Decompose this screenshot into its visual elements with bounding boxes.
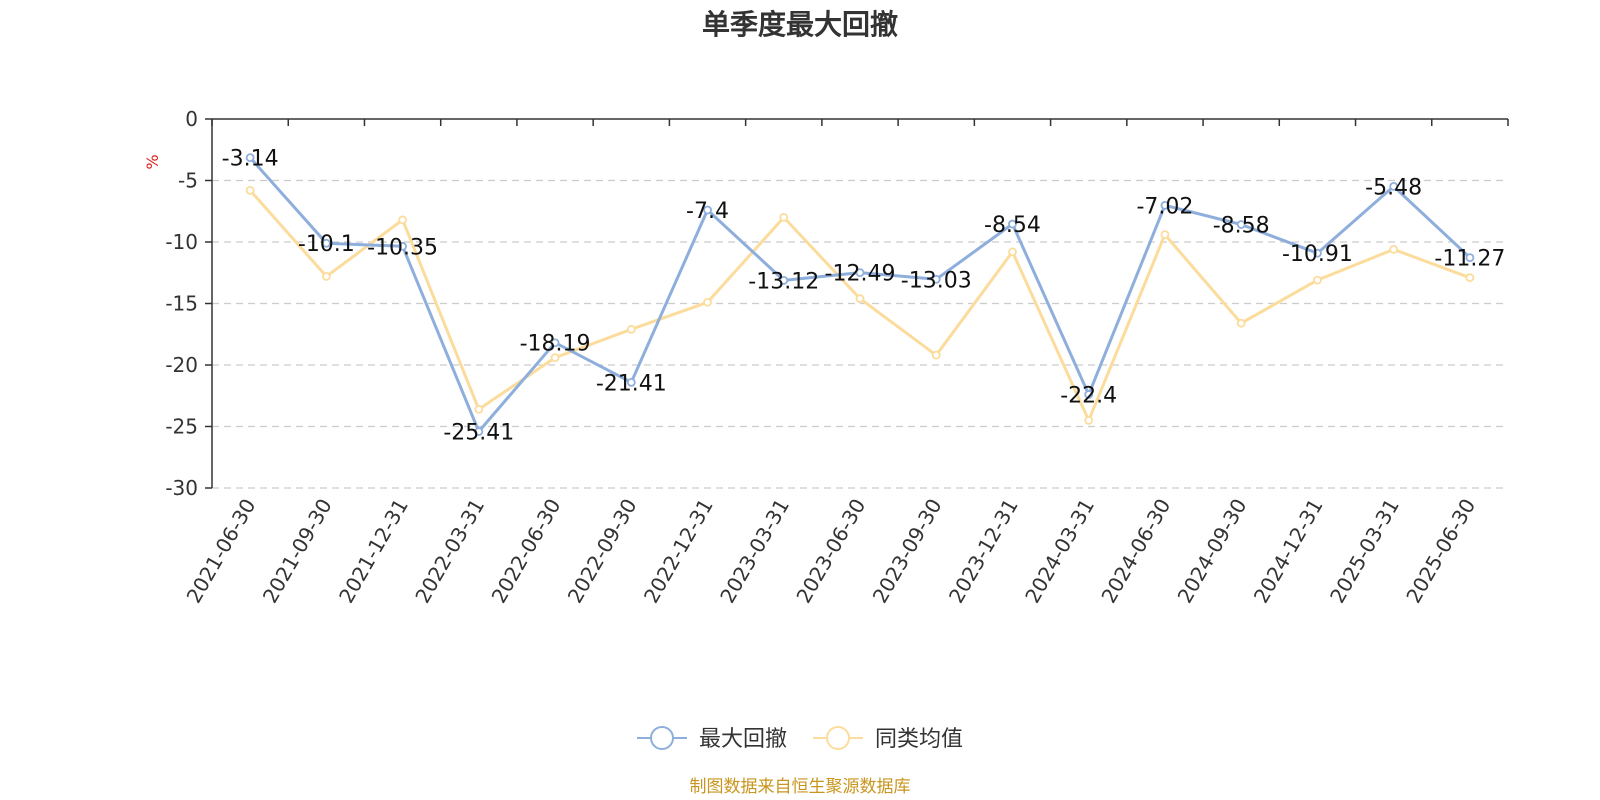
data-point[interactable] (1389, 244, 1399, 254)
x-tick-label: 2021-06-30 (182, 495, 261, 608)
x-tick-label: 2024-03-31 (1020, 495, 1099, 608)
x-tick-label: 2024-12-31 (1249, 495, 1328, 608)
legend-label: 最大回撤 (699, 727, 787, 752)
data-point[interactable] (1465, 273, 1475, 283)
data-point[interactable] (321, 238, 331, 248)
data-point[interactable] (1084, 415, 1094, 425)
data-label: -11.27 (1434, 247, 1505, 272)
data-point[interactable] (931, 350, 941, 360)
x-tick-label: 2022-12-31 (639, 495, 718, 608)
series-line-1 (248, 189, 1471, 422)
y-tick-label: -5 (178, 169, 198, 193)
legend[interactable]: 最大回撤 同类均值 (637, 726, 963, 752)
data-point[interactable] (1160, 230, 1170, 240)
data-point[interactable] (703, 205, 712, 215)
axes: 0-5-10-15-20-25-302021-06-302021-09-3020… (165, 107, 1509, 608)
legend-marker-icon (650, 726, 674, 750)
data-label: -10.1 (298, 232, 355, 257)
data-point[interactable] (855, 268, 865, 278)
data-label: -13.03 (901, 268, 972, 293)
x-tick-label: 2024-09-30 (1173, 495, 1252, 608)
data-point[interactable] (245, 185, 255, 195)
x-tick-label: 2024-06-30 (1096, 495, 1175, 608)
data-point[interactable] (398, 241, 407, 251)
data-label: -3.14 (222, 147, 279, 172)
data-point[interactable] (626, 324, 636, 334)
x-tick-label: 2022-06-30 (486, 495, 565, 608)
x-tick-label: 2023-12-31 (944, 495, 1023, 608)
data-point[interactable] (779, 275, 789, 285)
x-tick-label: 2023-03-31 (715, 495, 794, 608)
data-point[interactable] (626, 377, 636, 387)
data-point[interactable] (321, 272, 331, 281)
legend-item-1[interactable]: 同类均值 (813, 726, 963, 752)
data-point[interactable] (398, 215, 407, 225)
data-point[interactable] (703, 297, 712, 307)
data-label: -5.48 (1365, 175, 1422, 200)
source-note: 制图数据来自恒生聚源数据库 (690, 777, 911, 797)
data-point[interactable] (474, 427, 484, 436)
x-tick-label: 2025-03-31 (1325, 495, 1404, 608)
data-point[interactable] (1008, 247, 1017, 257)
data-label: -13.12 (748, 269, 819, 294)
data-point[interactable] (1389, 182, 1399, 191)
x-tick-label: 2025-06-30 (1401, 495, 1480, 608)
x-tick-label: 2022-03-31 (410, 495, 489, 608)
data-point[interactable] (1160, 200, 1170, 210)
legend-label: 同类均值 (875, 727, 963, 752)
data-label: -25.41 (443, 421, 514, 446)
y-tick-label: -25 (165, 415, 198, 439)
y-tick-label: -15 (165, 292, 198, 316)
data-label: -8.58 (1213, 214, 1270, 239)
legend-marker-icon (826, 726, 850, 750)
series-lines (245, 153, 1475, 436)
data-point[interactable] (1236, 220, 1246, 229)
data-point[interactable] (245, 153, 255, 163)
data-point[interactable] (1084, 390, 1094, 399)
x-tick-label: 2022-09-30 (563, 495, 642, 608)
y-tick-label: -20 (165, 353, 198, 377)
data-point[interactable] (474, 404, 484, 414)
data-point[interactable] (1465, 253, 1475, 263)
data-label: -10.91 (1282, 242, 1353, 267)
y-tick-label: -10 (165, 230, 198, 254)
data-label: -7.02 (1136, 194, 1193, 219)
data-label: -22.4 (1060, 384, 1117, 409)
data-point[interactable] (1236, 318, 1246, 328)
data-label: -21.41 (596, 371, 667, 396)
data-point[interactable] (1313, 248, 1322, 258)
x-tick-label: 2021-12-31 (334, 495, 413, 608)
data-label: -7.4 (686, 199, 729, 224)
data-point[interactable] (931, 274, 941, 284)
data-label: -10.35 (367, 235, 438, 260)
data-point[interactable] (855, 294, 865, 303)
chart-title: 单季度最大回撤 (702, 8, 898, 41)
data-point[interactable] (1008, 219, 1017, 229)
data-labels: -3.14 -10.1 -10.35 -25.41 -18.19-21.41 -7.4 -1… (222, 147, 1506, 446)
x-tick-label: 2023-06-30 (791, 495, 870, 608)
grid-lines (212, 179, 1508, 489)
y-tick-label: -30 (165, 476, 198, 500)
y-tick-label: 0 (185, 107, 198, 131)
data-label: -8.54 (984, 213, 1041, 238)
data-label: -18.19 (520, 332, 591, 357)
data-point[interactable] (550, 338, 560, 348)
legend-item-0[interactable]: 最大回撤 (637, 726, 787, 752)
data-point[interactable] (1313, 275, 1322, 285)
x-tick-label: 2023-09-30 (868, 495, 947, 608)
data-label: -12.49 (825, 262, 896, 287)
data-point[interactable] (779, 212, 789, 222)
x-tick-label: 2021-09-30 (258, 495, 337, 608)
y-axis-unit-label: % (143, 154, 162, 169)
data-point[interactable] (550, 353, 560, 363)
